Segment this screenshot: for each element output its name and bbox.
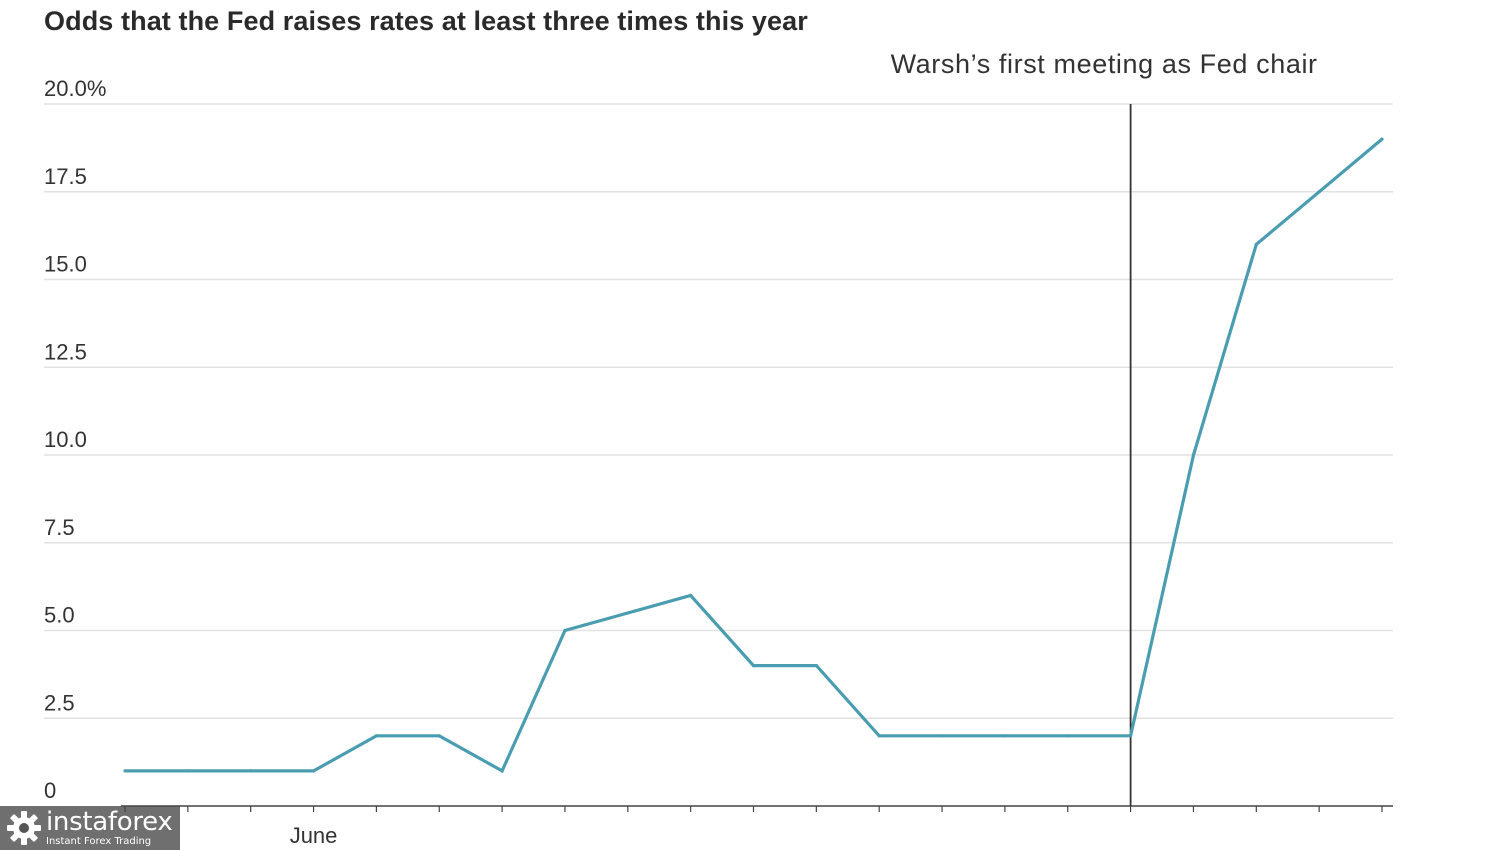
data-point [123, 769, 127, 773]
data-point [311, 769, 316, 773]
y-axis-ticks: 0 2.5 5.0 7.5 10.0 12.5 15.0 17.5 20.0% [44, 76, 106, 803]
data-point [689, 593, 693, 598]
watermark-brand: instaforex [46, 807, 173, 837]
watermark-tagline: Instant Forex Trading [46, 836, 152, 847]
y-tick-label: 5.0 [44, 603, 75, 628]
data-point [500, 769, 504, 773]
data-point [814, 664, 818, 668]
data-point [1003, 734, 1007, 738]
data-point [437, 734, 441, 738]
data-point [374, 734, 378, 738]
y-tick-label: 2.5 [44, 690, 75, 715]
series-layer [123, 137, 1384, 774]
data-point [626, 611, 630, 615]
data-point [877, 734, 881, 738]
data-point [563, 628, 567, 633]
data-point [1380, 137, 1384, 141]
x-axis: June [121, 805, 1393, 848]
grid-lines [44, 103, 1393, 719]
data-point [1129, 734, 1133, 738]
chart-title: Odds that the Fed raises rates at least … [44, 6, 808, 36]
annotation-label: Warsh’s first meeting as Fed chair [891, 49, 1318, 79]
data-point [1254, 242, 1258, 246]
watermark: instaforex Instant Forex Trading [0, 806, 180, 850]
data-point [940, 734, 944, 738]
data-point [249, 769, 253, 773]
y-tick-label: 15.0 [44, 252, 87, 277]
y-tick-label: 12.5 [44, 339, 87, 364]
y-tick-label: 20.0% [44, 76, 106, 101]
annotations: Warsh’s first meeting as Fed chair [891, 49, 1318, 806]
y-tick-label: 17.5 [44, 164, 87, 189]
gear-icon [7, 811, 41, 845]
y-tick-label: 10.0 [44, 427, 87, 452]
data-point [751, 664, 756, 668]
y-tick-label: 7.5 [44, 515, 75, 540]
data-point [1317, 190, 1321, 194]
data-point [1066, 734, 1070, 738]
data-point [186, 769, 190, 773]
y-tick-label: 0 [44, 778, 56, 803]
data-point [1191, 453, 1196, 457]
x-tick-label: June [290, 823, 338, 848]
